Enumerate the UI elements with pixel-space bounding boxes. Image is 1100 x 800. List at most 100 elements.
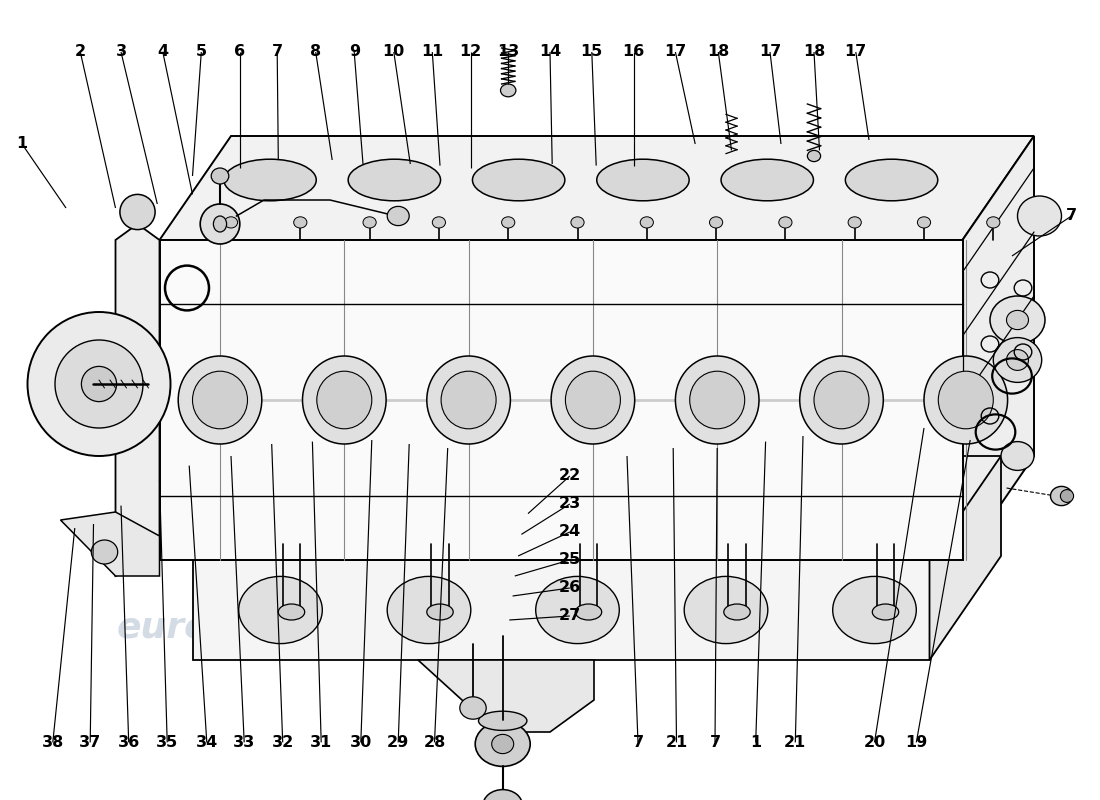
Polygon shape bbox=[160, 136, 1034, 240]
Text: 4: 4 bbox=[157, 45, 168, 59]
Ellipse shape bbox=[596, 159, 689, 201]
Ellipse shape bbox=[565, 371, 620, 429]
Ellipse shape bbox=[724, 604, 750, 620]
Ellipse shape bbox=[710, 217, 723, 228]
Text: 21: 21 bbox=[784, 735, 806, 750]
Ellipse shape bbox=[1006, 350, 1028, 370]
Text: 27: 27 bbox=[559, 609, 581, 623]
Text: 7: 7 bbox=[710, 735, 720, 750]
Text: 15: 15 bbox=[581, 45, 603, 59]
Polygon shape bbox=[930, 456, 1001, 660]
Text: 8: 8 bbox=[310, 45, 321, 59]
Polygon shape bbox=[60, 512, 160, 576]
Text: 36: 36 bbox=[118, 735, 140, 750]
Text: 35: 35 bbox=[156, 735, 178, 750]
Text: 23: 23 bbox=[559, 497, 581, 511]
Ellipse shape bbox=[536, 576, 619, 643]
Ellipse shape bbox=[427, 604, 453, 620]
Text: 32: 32 bbox=[272, 735, 294, 750]
Ellipse shape bbox=[1018, 196, 1062, 236]
Ellipse shape bbox=[460, 697, 486, 719]
Ellipse shape bbox=[990, 296, 1045, 344]
Ellipse shape bbox=[224, 159, 317, 201]
Text: 37: 37 bbox=[79, 735, 101, 750]
Text: 7: 7 bbox=[632, 735, 644, 750]
Ellipse shape bbox=[845, 159, 937, 201]
Ellipse shape bbox=[294, 217, 307, 228]
Ellipse shape bbox=[302, 356, 386, 444]
Text: 19: 19 bbox=[905, 735, 927, 750]
Text: 30: 30 bbox=[350, 735, 372, 750]
Polygon shape bbox=[160, 240, 962, 560]
Ellipse shape bbox=[483, 790, 522, 800]
Ellipse shape bbox=[278, 604, 305, 620]
Ellipse shape bbox=[178, 356, 262, 444]
Ellipse shape bbox=[478, 711, 527, 730]
Text: eurospares: eurospares bbox=[568, 611, 796, 645]
Text: 12: 12 bbox=[460, 45, 482, 59]
Ellipse shape bbox=[690, 371, 745, 429]
Text: eurospares: eurospares bbox=[117, 611, 345, 645]
Text: 11: 11 bbox=[421, 45, 443, 59]
Text: 14: 14 bbox=[539, 45, 561, 59]
Ellipse shape bbox=[224, 217, 238, 228]
Ellipse shape bbox=[387, 206, 409, 226]
Ellipse shape bbox=[1060, 490, 1074, 502]
Ellipse shape bbox=[993, 338, 1042, 382]
Ellipse shape bbox=[502, 217, 515, 228]
Text: 31: 31 bbox=[310, 735, 332, 750]
Text: 17: 17 bbox=[664, 45, 686, 59]
Ellipse shape bbox=[987, 217, 1000, 228]
Ellipse shape bbox=[722, 159, 814, 201]
Ellipse shape bbox=[1001, 442, 1034, 470]
Ellipse shape bbox=[1006, 310, 1028, 330]
Text: 22: 22 bbox=[559, 469, 581, 483]
Text: 26: 26 bbox=[559, 581, 581, 595]
Ellipse shape bbox=[432, 217, 446, 228]
Ellipse shape bbox=[200, 204, 240, 244]
Text: 17: 17 bbox=[759, 45, 781, 59]
Text: 18: 18 bbox=[803, 45, 825, 59]
Ellipse shape bbox=[120, 194, 155, 230]
Ellipse shape bbox=[348, 159, 440, 201]
Ellipse shape bbox=[239, 576, 322, 643]
Ellipse shape bbox=[575, 604, 602, 620]
Ellipse shape bbox=[938, 371, 993, 429]
Ellipse shape bbox=[475, 722, 530, 766]
Text: 9: 9 bbox=[349, 45, 360, 59]
Text: 1: 1 bbox=[750, 735, 761, 750]
Text: 34: 34 bbox=[196, 735, 218, 750]
Ellipse shape bbox=[833, 576, 916, 643]
Ellipse shape bbox=[872, 604, 899, 620]
Text: eurospares: eurospares bbox=[117, 275, 345, 309]
Text: 13: 13 bbox=[497, 45, 519, 59]
Ellipse shape bbox=[571, 217, 584, 228]
Ellipse shape bbox=[213, 216, 227, 232]
Ellipse shape bbox=[640, 217, 653, 228]
Ellipse shape bbox=[492, 734, 514, 754]
Ellipse shape bbox=[91, 540, 118, 564]
Ellipse shape bbox=[1050, 486, 1072, 506]
Ellipse shape bbox=[500, 84, 516, 97]
Ellipse shape bbox=[675, 356, 759, 444]
Ellipse shape bbox=[684, 576, 768, 643]
Ellipse shape bbox=[317, 371, 372, 429]
Polygon shape bbox=[116, 224, 160, 576]
Text: 7: 7 bbox=[272, 45, 283, 59]
Text: 7: 7 bbox=[1066, 209, 1077, 223]
Text: 28: 28 bbox=[424, 735, 446, 750]
Text: 38: 38 bbox=[42, 735, 64, 750]
Text: 17: 17 bbox=[845, 45, 867, 59]
Ellipse shape bbox=[917, 217, 931, 228]
Ellipse shape bbox=[924, 356, 1008, 444]
Text: 18: 18 bbox=[707, 45, 729, 59]
Text: 25: 25 bbox=[559, 553, 581, 567]
Text: eurospares: eurospares bbox=[568, 275, 796, 309]
Polygon shape bbox=[962, 136, 1034, 560]
Ellipse shape bbox=[807, 150, 821, 162]
Text: 20: 20 bbox=[864, 735, 886, 750]
Ellipse shape bbox=[81, 366, 117, 402]
Ellipse shape bbox=[363, 217, 376, 228]
Ellipse shape bbox=[441, 371, 496, 429]
Text: 21: 21 bbox=[666, 735, 688, 750]
